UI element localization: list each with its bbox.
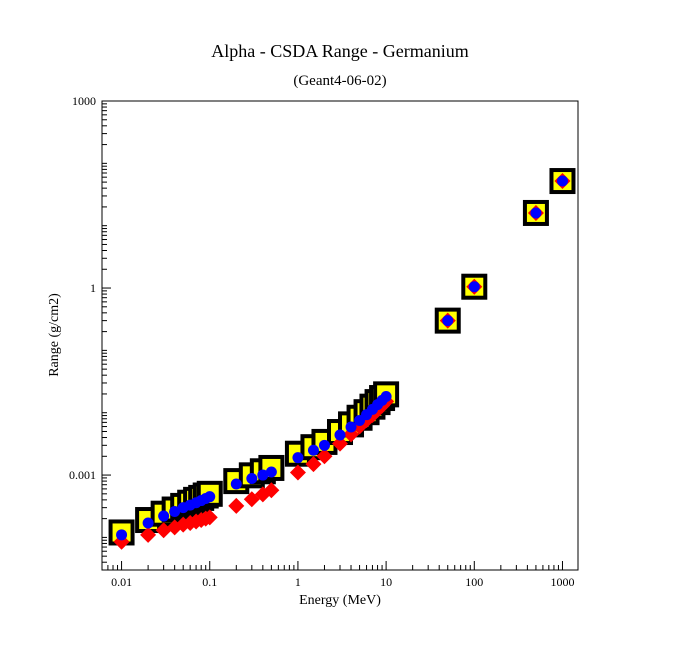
- circle-marker: [556, 175, 568, 187]
- diamond-marker: [201, 509, 218, 526]
- diamond-marker: [155, 522, 172, 539]
- x-tick-label: 1000: [550, 575, 574, 589]
- circle-marker: [230, 478, 242, 490]
- circle-marker: [292, 452, 304, 464]
- y-tick-label: 0.001: [69, 468, 96, 482]
- circle-marker: [442, 315, 454, 327]
- diamond-marker: [316, 448, 333, 465]
- chart-subtitle: (Geant4-06-02): [293, 73, 386, 89]
- diamond-marker: [263, 482, 280, 499]
- circle-marker: [307, 444, 319, 456]
- circle-marker: [158, 510, 170, 522]
- chart-title: Alpha - CSDA Range - Germanium: [211, 41, 468, 61]
- series-square-outline: [108, 168, 576, 546]
- circle-marker: [169, 506, 181, 518]
- circle-marker: [334, 429, 346, 441]
- circle-marker: [246, 473, 258, 485]
- y-axis-label: Range (g/cm2): [47, 293, 62, 377]
- diamond-marker: [305, 456, 322, 473]
- circle-marker: [530, 207, 542, 219]
- circle-marker: [265, 466, 277, 478]
- diamond-marker: [140, 526, 157, 543]
- y-tick-label: 1: [90, 281, 96, 295]
- circle-marker: [257, 469, 269, 481]
- diamond-marker: [289, 464, 306, 481]
- circle-marker: [468, 281, 480, 293]
- circle-marker: [345, 421, 357, 433]
- diamond-marker: [228, 497, 245, 514]
- x-tick-label: 1: [295, 575, 301, 589]
- diamond-marker: [332, 435, 348, 452]
- y-axis-ticks: 0.001 1 1000: [69, 94, 111, 571]
- circle-marker: [318, 439, 330, 451]
- data-markers: [108, 168, 576, 550]
- circle-marker: [116, 529, 128, 541]
- x-tick-label: 0.1: [202, 575, 217, 589]
- circle-marker: [142, 517, 154, 529]
- x-tick-label: 100: [465, 575, 483, 589]
- x-axis-ticks: 0.01 0.1 1 10 100 1000: [101, 561, 574, 589]
- x-tick-label: 0.01: [111, 575, 132, 589]
- circle-marker: [380, 391, 392, 403]
- x-axis-label: Energy (MeV): [299, 593, 381, 608]
- series-circle: [116, 175, 568, 541]
- y-tick-label: 1000: [72, 94, 96, 108]
- x-tick-label: 10: [380, 575, 392, 589]
- circle-marker: [204, 491, 216, 503]
